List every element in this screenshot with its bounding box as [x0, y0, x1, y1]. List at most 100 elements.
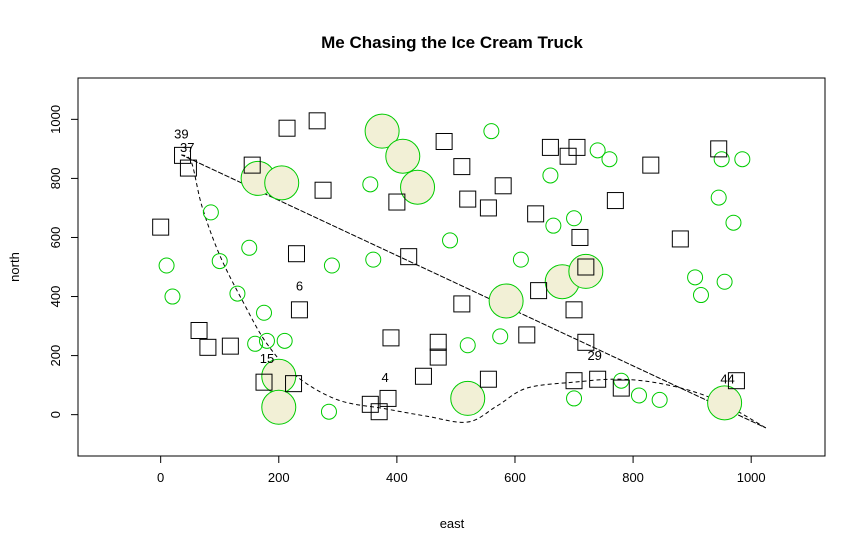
- small-circle-point: [512, 251, 529, 268]
- smooth-path: [181, 154, 767, 429]
- big-circle-point: [450, 380, 486, 416]
- x-tick-label: 0: [157, 470, 164, 485]
- small-circle-point: [256, 304, 273, 321]
- big-circle-point: [568, 253, 604, 289]
- square-point: [727, 372, 745, 390]
- square-point: [190, 321, 208, 339]
- small-circle-point: [362, 176, 379, 193]
- square-point: [571, 228, 589, 246]
- small-circle-point: [276, 332, 293, 349]
- square-point: [243, 156, 261, 174]
- square-point: [453, 295, 471, 313]
- small-circle-point: [164, 288, 181, 305]
- small-circle-point: [483, 123, 500, 140]
- small-circle-point: [589, 142, 606, 159]
- x-tick-label: 800: [622, 470, 644, 485]
- y-tick-label: 800: [48, 168, 63, 190]
- small-circles: [158, 123, 751, 420]
- small-circle-point: [545, 217, 562, 234]
- y-tick-label: 1000: [48, 105, 63, 134]
- x-tick-label: 1000: [737, 470, 766, 485]
- square-point: [518, 326, 536, 344]
- point-label: 6: [296, 279, 303, 294]
- square-point: [152, 218, 170, 236]
- x-tick-label: 200: [268, 470, 290, 485]
- square-point: [710, 140, 728, 158]
- square-point: [479, 199, 497, 217]
- y-tick-label: 600: [48, 227, 63, 249]
- x-axis-label: east: [440, 516, 465, 531]
- square-point: [287, 245, 305, 263]
- square-point: [382, 329, 400, 347]
- small-circle-point: [241, 239, 258, 256]
- small-circle-point: [365, 251, 382, 268]
- x-tick-label: 400: [386, 470, 408, 485]
- square-point: [174, 146, 192, 164]
- square-point: [453, 158, 471, 176]
- x-axis: 0 200 400 600 800 1000: [157, 455, 766, 485]
- small-circle-point: [710, 189, 727, 206]
- point-label: 4: [381, 370, 388, 385]
- big-circle-point: [261, 389, 297, 425]
- square-point: [459, 190, 477, 208]
- square-point: [565, 301, 583, 319]
- big-circle-point: [488, 283, 524, 319]
- square-point: [414, 367, 432, 385]
- big-circle-point: [707, 385, 743, 421]
- small-circle-point: [211, 253, 228, 270]
- small-circle-point: [713, 151, 730, 168]
- big-circle-point: [385, 138, 421, 174]
- point-label: 44: [720, 372, 734, 387]
- square-point: [642, 156, 660, 174]
- point-label: 15: [260, 351, 274, 366]
- square-point: [179, 159, 197, 177]
- square-point: [612, 379, 630, 397]
- square-point: [530, 282, 548, 300]
- square-point: [559, 147, 577, 165]
- square-point: [361, 395, 379, 413]
- y-tick-label: 200: [48, 345, 63, 367]
- point-label: 29: [587, 348, 601, 363]
- small-circle-point: [202, 204, 219, 221]
- small-circle-point: [492, 328, 509, 345]
- big-circle-point: [364, 113, 400, 149]
- straight-path: [181, 154, 767, 429]
- small-circle-point: [716, 273, 733, 290]
- square-point: [388, 193, 406, 211]
- square-point: [285, 375, 303, 393]
- square-point: [370, 403, 388, 421]
- square-point: [435, 132, 453, 150]
- small-circle-point: [687, 269, 704, 286]
- x-tick-label: 600: [504, 470, 526, 485]
- small-circle-point: [158, 257, 175, 274]
- square-point: [379, 389, 397, 407]
- point-label: 39: [174, 127, 188, 142]
- big-circles: [240, 113, 743, 425]
- big-circle-point: [264, 165, 300, 201]
- square-point: [494, 177, 512, 195]
- square-point: [577, 258, 595, 276]
- square-point: [429, 333, 447, 351]
- square-point: [565, 372, 583, 390]
- y-tick-label: 0: [48, 411, 63, 418]
- square-point: [568, 138, 586, 156]
- big-circle-point: [400, 169, 436, 205]
- y-axis: 0 200 400 600 800 1000: [48, 105, 79, 418]
- square-point: [199, 338, 217, 356]
- square-point: [541, 138, 559, 156]
- square-point: [278, 119, 296, 137]
- route-paths: [181, 154, 767, 429]
- small-circle-point: [630, 387, 647, 404]
- square-point: [314, 181, 332, 199]
- square-point: [221, 337, 239, 355]
- point-label: 37: [180, 140, 194, 155]
- small-circle-point: [459, 337, 476, 354]
- small-circle-point: [258, 332, 275, 349]
- small-circle-point: [323, 257, 340, 274]
- square-point: [429, 348, 447, 366]
- small-circle-point: [542, 167, 559, 184]
- square-point: [589, 370, 607, 388]
